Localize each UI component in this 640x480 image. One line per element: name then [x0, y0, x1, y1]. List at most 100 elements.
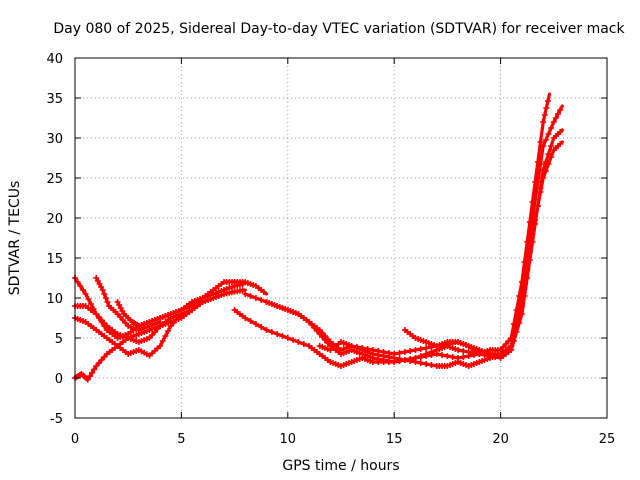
- data-point-marker: [542, 168, 549, 174]
- x-axis-label: GPS time / hours: [282, 458, 399, 474]
- data-point-marker: [87, 301, 94, 307]
- data-point-marker: [260, 289, 267, 295]
- data-point-marker: [557, 107, 564, 113]
- data-point-marker: [86, 373, 93, 380]
- data-point-marker: [242, 291, 249, 297]
- data-point-marker: [353, 345, 360, 351]
- data-point-marker: [295, 339, 302, 345]
- x-tick-label: 0: [71, 432, 79, 447]
- data-point-marker: [77, 283, 84, 289]
- data-point-marker: [385, 354, 392, 360]
- plot-frame: [74, 57, 608, 419]
- data-point-marker: [510, 333, 517, 339]
- data-point-marker: [540, 119, 547, 125]
- data-point-marker: [85, 296, 92, 302]
- data-point-marker: [529, 231, 536, 237]
- data-point-marker: [465, 349, 472, 355]
- data-point-marker: [91, 366, 98, 373]
- data-point-marker: [258, 324, 265, 330]
- data-point-marker: [544, 98, 551, 104]
- data-point-marker: [521, 285, 528, 291]
- data-point-marker: [239, 287, 246, 294]
- data-point-marker: [104, 299, 111, 305]
- data-point-marker: [543, 105, 550, 111]
- data-point-marker: [412, 359, 419, 365]
- data-point-marker: [417, 346, 424, 352]
- data-point-marker: [460, 348, 467, 354]
- data-point-marker: [513, 323, 520, 329]
- data-point-marker: [165, 328, 172, 334]
- data-point-marker: [162, 333, 169, 339]
- series-line-track-8: [243, 104, 564, 364]
- data-point-marker: [449, 354, 456, 360]
- data-point-marker: [89, 369, 96, 376]
- data-point-marker: [252, 321, 259, 327]
- data-point-marker: [401, 357, 408, 363]
- data-point-marker: [537, 161, 544, 167]
- axis-ticks: [74, 57, 608, 419]
- data-point-marker: [284, 335, 291, 341]
- data-point-marker: [540, 143, 547, 149]
- data-point-marker: [537, 139, 544, 145]
- data-point-marker: [268, 329, 275, 335]
- data-point-marker: [401, 349, 408, 355]
- data-point-marker: [542, 137, 549, 143]
- data-point-marker: [157, 343, 164, 349]
- y-axis-label: SDTVAR / TECUs: [7, 181, 23, 296]
- y-tick-label: 5: [55, 332, 63, 347]
- data-point-marker: [545, 131, 552, 137]
- data-point-marker: [532, 217, 539, 223]
- data-point-marker: [541, 112, 548, 118]
- data-point-marker: [74, 279, 81, 285]
- x-tick-label: 20: [492, 432, 509, 447]
- data-point-marker: [417, 360, 424, 366]
- data-point-marker: [524, 267, 531, 273]
- y-tick-label: 20: [46, 212, 63, 227]
- data-point-marker: [79, 287, 86, 293]
- data-point-marker: [290, 337, 297, 343]
- data-point-marker: [369, 351, 376, 357]
- data-point-marker: [548, 143, 555, 149]
- data-point-marker: [247, 318, 254, 324]
- data-point-marker: [396, 350, 403, 356]
- data-point-marker: [460, 354, 467, 360]
- chart-title: Day 080 of 2025, Sidereal Day-to-day VTE…: [53, 21, 625, 37]
- data-point-marker: [557, 129, 564, 135]
- series-layer: [72, 92, 564, 383]
- data-point-marker: [159, 338, 166, 344]
- x-tick-label: 10: [280, 432, 297, 447]
- data-point-marker: [417, 353, 424, 359]
- data-point-marker: [84, 376, 91, 383]
- y-tick-label: 30: [46, 132, 63, 147]
- data-point-marker: [252, 295, 259, 301]
- data-point-marker: [444, 353, 451, 359]
- x-tick-label: 25: [599, 432, 616, 447]
- series-line-track-7: [233, 92, 552, 368]
- y-tick-labels: -5 0 5 10 15 20 25 30 35 40: [46, 52, 63, 427]
- data-point-marker: [548, 154, 555, 160]
- data-point-marker: [423, 361, 430, 367]
- data-point-marker: [359, 347, 366, 353]
- data-point-marker: [548, 125, 555, 131]
- data-point-marker: [407, 348, 414, 354]
- data-point-marker: [552, 115, 559, 121]
- data-point-marker: [263, 327, 270, 333]
- data-point-marker: [391, 355, 398, 361]
- x-tick-labels: 0 5 10 15 20 25: [71, 432, 615, 447]
- data-point-marker: [380, 353, 387, 359]
- data-point-marker: [99, 287, 106, 293]
- data-point-marker: [102, 295, 109, 301]
- data-point-marker: [508, 343, 515, 349]
- data-point-marker: [242, 315, 249, 321]
- y-tick-label: 10: [46, 292, 63, 307]
- y-tick-label: 40: [46, 52, 63, 67]
- data-point-marker: [484, 350, 491, 356]
- y-tick-label: 0: [55, 372, 63, 387]
- data-point-marker: [101, 291, 108, 297]
- y-tick-label: 35: [46, 92, 63, 107]
- data-point-marker: [550, 119, 557, 125]
- data-point-marker: [412, 347, 419, 353]
- data-point-marker: [396, 356, 403, 362]
- x-tick-label: 5: [177, 432, 185, 447]
